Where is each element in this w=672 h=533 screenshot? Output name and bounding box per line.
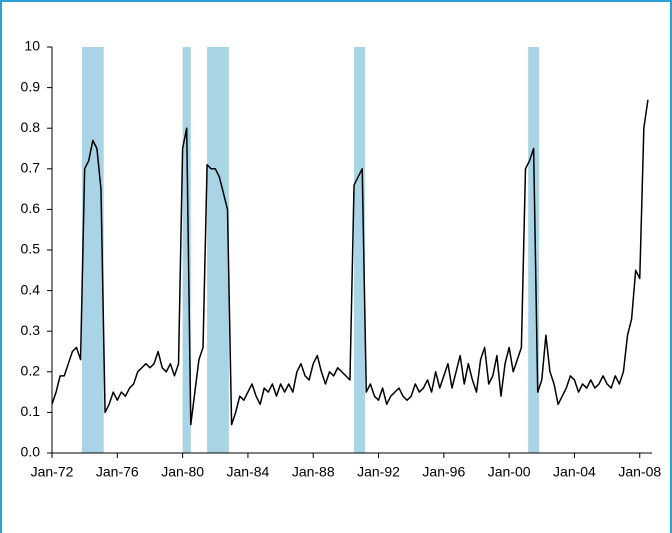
recession-shade <box>182 47 191 453</box>
y-tick-label: 10 <box>24 38 40 54</box>
x-tick-label: Jan-72 <box>31 464 74 480</box>
x-tick-label: Jan-80 <box>161 464 204 480</box>
y-tick-label: 0.8 <box>21 119 41 135</box>
x-tick-label: Jan-04 <box>553 464 596 480</box>
recession-shade <box>81 47 104 453</box>
x-tick-label: Jan-76 <box>96 464 139 480</box>
x-tick-label: Jan-08 <box>618 464 661 480</box>
series-line <box>51 99 649 426</box>
x-tick-label: Jan-96 <box>422 464 465 480</box>
recession-shade <box>528 47 540 453</box>
y-tick-label: 0.2 <box>21 363 41 379</box>
x-tick-label: Jan-92 <box>357 464 400 480</box>
x-tick-label: Jan-88 <box>292 464 335 480</box>
y-tick-label: 0.9 <box>21 78 41 94</box>
recession-shade <box>207 47 229 453</box>
recession-shade <box>354 47 365 453</box>
y-tick-label: 0.1 <box>21 403 41 419</box>
y-tick-label: 0.7 <box>21 160 41 176</box>
y-tick-label: 0.6 <box>21 200 41 216</box>
y-tick-label: 0.0 <box>21 444 41 460</box>
x-tick-label: Jan-84 <box>227 464 270 480</box>
y-tick-label: 0.5 <box>21 241 41 257</box>
y-tick-label: 0.4 <box>21 281 41 297</box>
x-tick-label: Jan-00 <box>488 464 531 480</box>
y-tick-label: 0.3 <box>21 322 41 338</box>
